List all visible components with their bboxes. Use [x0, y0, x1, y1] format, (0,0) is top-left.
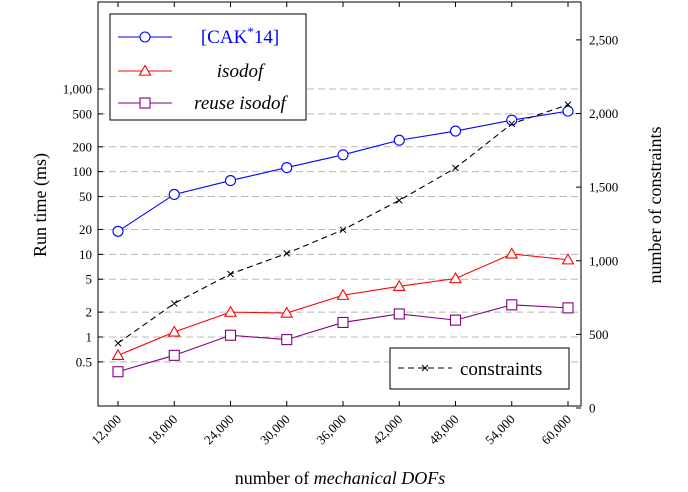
legend-box [389, 347, 570, 390]
x-axis-title-emph: mechanical DOFs [314, 468, 445, 488]
point-marker-x [508, 120, 516, 128]
y-left-tick-label: 1,000 [63, 82, 92, 97]
legend-label: [CAK*14] [201, 24, 279, 48]
legend-main: [CAK*14] isodof reuse isodof [109, 13, 307, 121]
y-right-tick-label: 500 [589, 327, 609, 342]
x-axis-title: number of mechanical DOFs [235, 468, 445, 488]
point-marker-square [224, 329, 237, 341]
point-marker-x [395, 197, 403, 204]
legend-label: reuse isodof [194, 93, 288, 114]
x-axis-title-prefix: number of [235, 468, 314, 488]
point-marker-circle [112, 225, 124, 237]
point-marker-x [421, 364, 429, 372]
point-marker-circle [393, 134, 405, 146]
y-left-tick-label: 500 [73, 106, 93, 121]
point-marker-triangle [505, 247, 519, 259]
point-marker-circle [337, 149, 349, 161]
point-marker-square [281, 334, 293, 346]
point-marker-triangle [449, 271, 462, 284]
point-marker-x [564, 101, 572, 109]
y-left-tick-label: 100 [73, 164, 93, 179]
y-right-tick-label: 0 [589, 401, 596, 416]
point-marker-triangle [138, 64, 152, 76]
y-right-tick-label: 1,500 [589, 180, 618, 195]
series-line-1 [117, 253, 569, 356]
point-marker-x [339, 226, 347, 234]
x-tick-label: 60,000 [538, 412, 574, 448]
legend-constraints: constraints [389, 347, 570, 390]
y-left-tick-label: 20 [79, 222, 92, 237]
point-marker-square [168, 349, 180, 361]
y-right-tick-label: 2,500 [589, 32, 618, 47]
plot-frame [97, 1, 582, 407]
point-marker-x [114, 339, 122, 347]
point-marker-square [139, 97, 151, 109]
point-marker-square [562, 302, 574, 314]
point-marker-circle [562, 105, 574, 117]
series-group [117, 104, 569, 373]
point-marker-square [393, 308, 405, 320]
point-marker-square [337, 316, 349, 328]
point-marker-x [283, 250, 291, 257]
point-marker-circle [449, 125, 462, 137]
point-marker-triangle [280, 306, 294, 318]
point-marker-square [506, 299, 518, 311]
y-right-tick-label: 1,000 [589, 253, 618, 268]
x-tick-label: 48,000 [426, 412, 462, 448]
x-tick-label: 18,000 [144, 412, 180, 448]
x-tick-label: 54,000 [482, 412, 518, 448]
y-left-tick-label: 10 [79, 247, 92, 262]
legend-box [109, 13, 307, 121]
y-left-tick-label: 1 [86, 330, 93, 345]
y-left-tick-label: 2 [86, 305, 93, 320]
point-marker-triangle [111, 348, 125, 361]
y-right-tick-label: 2,000 [589, 106, 618, 121]
point-marker-circle [224, 175, 237, 187]
marker-group [111, 101, 575, 378]
point-marker-circle [168, 188, 180, 201]
point-marker-square [449, 314, 462, 326]
point-marker-circle [506, 114, 518, 126]
point-marker-circle [281, 162, 293, 174]
point-marker-x [227, 270, 234, 278]
x-tick-label: 24,000 [201, 412, 237, 448]
point-marker-x [452, 164, 459, 172]
legend-label: constraints [460, 359, 542, 380]
y-axis-left-title: Run time (ms) [30, 153, 51, 257]
point-marker-circle [139, 31, 151, 43]
point-marker-x [170, 300, 178, 307]
point-marker-square [112, 366, 124, 378]
x-tick-label: 36,000 [313, 412, 349, 448]
x-tick-label: 42,000 [369, 412, 405, 448]
point-marker-triangle [561, 253, 575, 265]
point-marker-triangle [224, 305, 237, 317]
y-left-tick-label: 200 [73, 139, 93, 154]
x-tick-label: 12,000 [88, 412, 124, 448]
y-left-tick-label: 5 [86, 272, 93, 287]
y-left-tick-label: 50 [79, 189, 92, 204]
x-tick-label: 30,000 [257, 412, 293, 448]
y-axis-right-title: number of constraints [645, 127, 665, 284]
point-marker-triangle [167, 325, 181, 337]
point-marker-triangle [336, 288, 350, 300]
y-left-tick-label: 0.5 [76, 354, 92, 369]
legend-label: isodof [217, 61, 266, 82]
point-marker-triangle [392, 279, 406, 292]
